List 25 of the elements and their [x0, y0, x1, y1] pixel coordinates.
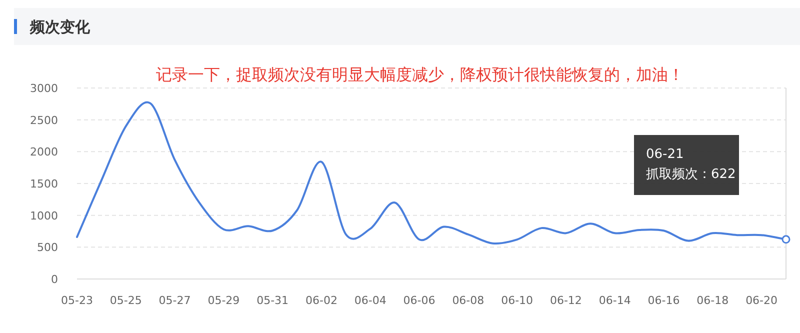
y-tick-label: 500 [37, 241, 58, 254]
x-tick-label: 05-29 [208, 294, 240, 307]
x-tick-label: 05-23 [61, 294, 93, 307]
x-tick-label: 05-25 [110, 294, 142, 307]
x-tick-label: 06-04 [354, 294, 386, 307]
x-tick-label: 06-14 [598, 294, 631, 307]
x-tick-label: 06-20 [746, 294, 778, 307]
text: 记录一下，捉取频次没有明显大幅度减少，降权预计很快能恢复的，加油！ [156, 65, 684, 84]
x-tick-label: 06-08 [452, 294, 484, 307]
y-tick-label: 1500 [30, 178, 58, 190]
annotation: 06-21 抓取频次：622 [646, 147, 736, 182]
chart-title: 频次变化 [29, 18, 91, 36]
x-tick-label: 06-02 [306, 294, 338, 307]
y-tick-label: 3000 [30, 82, 58, 95]
y-tick-label: 1000 [30, 209, 58, 222]
x-tick-label: 05-27 [158, 294, 191, 307]
x-tick-label: 05-31 [256, 294, 289, 307]
y-tick-label: 2000 [30, 146, 58, 159]
x-tick-label: 06-18 [696, 294, 729, 307]
x-tick-label: 06-16 [648, 294, 680, 307]
y-tick-label: 0 [51, 273, 58, 286]
y-tick-label: 2500 [30, 114, 58, 127]
x-tick-label: 06-12 [550, 294, 582, 307]
x-tick-label: 06-10 [501, 294, 534, 307]
x-tick-label: 06-06 [403, 294, 436, 307]
